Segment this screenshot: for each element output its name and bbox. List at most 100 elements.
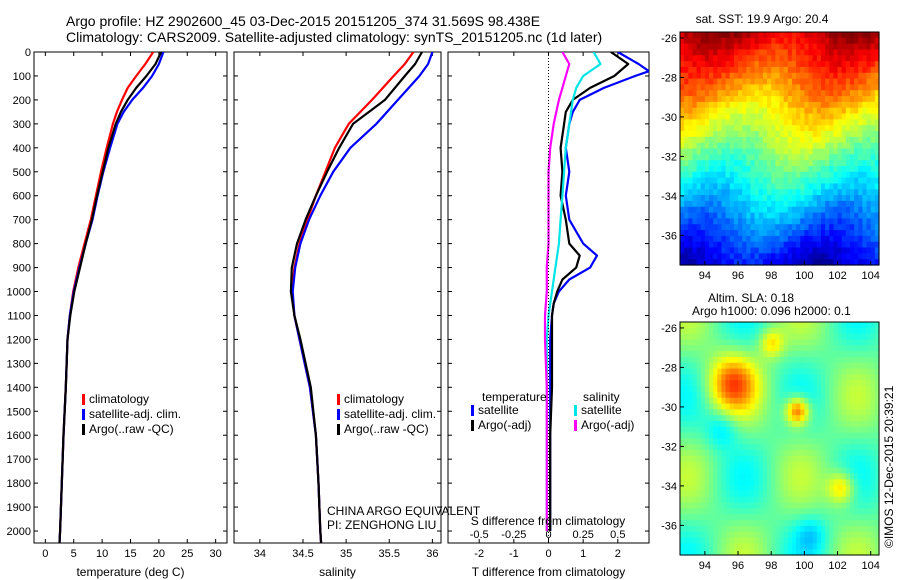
map-cell (862, 356, 868, 364)
map-cell (796, 409, 801, 416)
map-cell (696, 374, 702, 381)
map-cell (787, 450, 793, 457)
map-cell (862, 259, 868, 266)
map-cell (812, 356, 818, 364)
map-cell (841, 490, 847, 498)
map-cell (870, 101, 876, 109)
map-cell (816, 391, 822, 399)
map-cell (729, 514, 735, 521)
series-line (549, 52, 630, 531)
map-cell (820, 327, 826, 335)
map-cell (849, 339, 855, 346)
map-cell (825, 66, 830, 74)
map-cell (866, 206, 872, 214)
map-cell (783, 171, 789, 179)
map-cell (754, 415, 760, 422)
sst-map: 94 96 98 100 102 104-26-28-30-32-34-36 (661, 31, 880, 282)
map-cell (725, 473, 731, 480)
map-cell (680, 78, 685, 86)
map-cell (750, 514, 756, 521)
map-cell (680, 259, 685, 266)
map-cell (829, 43, 834, 51)
map-cell (733, 444, 739, 451)
map-cell (688, 322, 694, 329)
map-cell (874, 259, 880, 266)
map-cell (684, 549, 689, 556)
map-cell (758, 235, 764, 243)
legend-entry: satellite (581, 403, 622, 417)
map-cell (825, 84, 830, 91)
map-cell (767, 356, 772, 364)
map-cell (787, 195, 793, 202)
map-cell (696, 66, 702, 74)
map-cell (775, 247, 781, 254)
map-cell (837, 508, 843, 515)
map-cell (866, 461, 872, 469)
map-cell (829, 386, 834, 393)
map-cell (779, 409, 785, 416)
map-cell (680, 386, 685, 393)
map-cell (750, 259, 756, 266)
map-cell (829, 351, 834, 358)
map-cell (862, 32, 868, 39)
map-cell (733, 200, 739, 208)
map-cell (758, 322, 764, 329)
map-cell (762, 426, 768, 434)
map-cell (796, 55, 801, 62)
map-cell (733, 426, 739, 434)
map-cell (841, 142, 847, 150)
map-cell (870, 125, 876, 132)
map-cell (733, 224, 739, 231)
map-cell (721, 90, 727, 97)
map-cell (874, 125, 880, 132)
map-cell (771, 444, 776, 451)
map-cell (833, 96, 839, 103)
map-cell (738, 49, 743, 56)
map-cell (866, 224, 872, 231)
map-cell (771, 362, 776, 370)
map-cell (833, 386, 839, 393)
map-cell (758, 485, 764, 492)
map-cell (680, 32, 685, 39)
map-cell (713, 37, 718, 45)
map-cell (858, 386, 864, 393)
map-cell (796, 432, 801, 440)
map-cell (746, 426, 752, 434)
map-cell (849, 322, 855, 329)
map-cell (796, 195, 801, 202)
map-cell (841, 84, 847, 91)
map-cell (791, 537, 797, 544)
map-cell (742, 327, 747, 335)
map-cell (787, 49, 793, 56)
map-cell (771, 160, 776, 167)
map-cell (812, 241, 818, 249)
map-cell (854, 131, 859, 138)
map-cell (816, 253, 822, 260)
map-cell (787, 362, 793, 370)
map-cell (829, 502, 834, 509)
map-cell (733, 397, 739, 405)
map-cell (808, 537, 814, 544)
map-cell (796, 247, 801, 254)
map-cell (746, 397, 752, 405)
map-cell (825, 333, 830, 341)
map-cell (704, 171, 710, 179)
map-cell (874, 380, 880, 387)
map-cell (854, 455, 859, 463)
map-cell (849, 508, 855, 515)
map-cell (733, 421, 739, 428)
map-cell (721, 345, 727, 352)
map-cell (866, 514, 872, 521)
map-cell (866, 247, 872, 254)
map-cell (820, 72, 826, 80)
map-cell (713, 403, 718, 410)
map-cell (825, 142, 830, 150)
map-cell (796, 78, 801, 86)
map-cell (750, 55, 756, 62)
map-cell (684, 55, 689, 62)
map-cell (725, 113, 731, 120)
map-cell (746, 502, 752, 509)
map-cell (829, 195, 834, 202)
map-cell (729, 409, 735, 416)
map-cell (704, 403, 710, 410)
